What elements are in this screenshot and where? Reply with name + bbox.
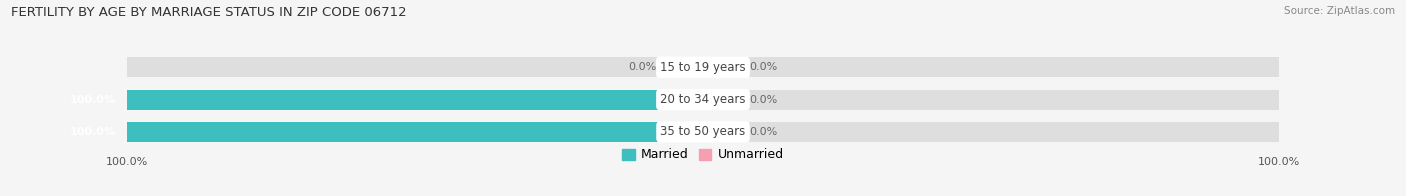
Text: Source: ZipAtlas.com: Source: ZipAtlas.com — [1284, 6, 1395, 16]
Text: 100.0%: 100.0% — [70, 127, 115, 137]
Bar — [127, 122, 1279, 142]
Bar — [703, 57, 738, 77]
Text: FERTILITY BY AGE BY MARRIAGE STATUS IN ZIP CODE 06712: FERTILITY BY AGE BY MARRIAGE STATUS IN Z… — [11, 6, 406, 19]
Text: 35 to 50 years: 35 to 50 years — [661, 125, 745, 138]
Text: 15 to 19 years: 15 to 19 years — [661, 61, 745, 74]
Legend: Married, Unmarried: Married, Unmarried — [617, 143, 789, 166]
Text: 0.0%: 0.0% — [749, 95, 778, 105]
Text: 0.0%: 0.0% — [749, 62, 778, 72]
Bar — [127, 122, 703, 142]
Bar — [127, 57, 1279, 77]
Bar — [703, 122, 738, 142]
Bar — [127, 90, 1279, 110]
Bar — [703, 90, 738, 110]
Text: 20 to 34 years: 20 to 34 years — [661, 93, 745, 106]
Bar — [668, 57, 703, 77]
Text: 0.0%: 0.0% — [749, 127, 778, 137]
Bar — [127, 90, 703, 110]
Text: 100.0%: 100.0% — [70, 95, 115, 105]
Text: 0.0%: 0.0% — [628, 62, 657, 72]
